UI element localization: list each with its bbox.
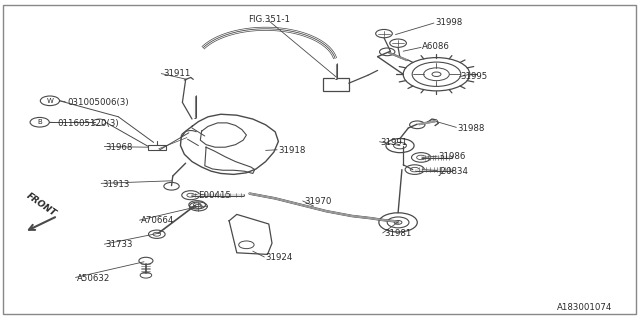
Text: 31988: 31988: [458, 124, 485, 132]
FancyBboxPatch shape: [323, 78, 349, 91]
Text: 011605120(3): 011605120(3): [58, 119, 119, 128]
Text: 31970: 31970: [304, 197, 332, 206]
Text: FRONT: FRONT: [25, 191, 58, 218]
Text: B: B: [37, 119, 42, 125]
Text: 031005006(3): 031005006(3): [67, 98, 129, 107]
Text: 31995: 31995: [461, 72, 488, 81]
Text: 31733: 31733: [106, 240, 133, 249]
Text: 31991: 31991: [381, 138, 408, 147]
Text: J20834: J20834: [438, 167, 468, 176]
Text: 31968: 31968: [106, 143, 133, 152]
Text: E00415: E00415: [198, 191, 232, 200]
Text: 31913: 31913: [102, 180, 130, 188]
Text: A6086: A6086: [422, 42, 451, 51]
Text: 31918: 31918: [278, 146, 306, 155]
Text: 31911: 31911: [163, 69, 191, 78]
Text: 31924: 31924: [266, 253, 293, 262]
Text: A70664: A70664: [141, 216, 174, 225]
Text: FIG.351-1: FIG.351-1: [248, 15, 290, 24]
Text: A183001074: A183001074: [557, 303, 612, 312]
Text: A50632: A50632: [77, 274, 110, 283]
Text: 31981: 31981: [384, 229, 412, 238]
Text: 31986: 31986: [438, 152, 466, 161]
Text: W: W: [47, 98, 53, 104]
Text: 31998: 31998: [435, 18, 463, 27]
FancyBboxPatch shape: [148, 145, 166, 150]
